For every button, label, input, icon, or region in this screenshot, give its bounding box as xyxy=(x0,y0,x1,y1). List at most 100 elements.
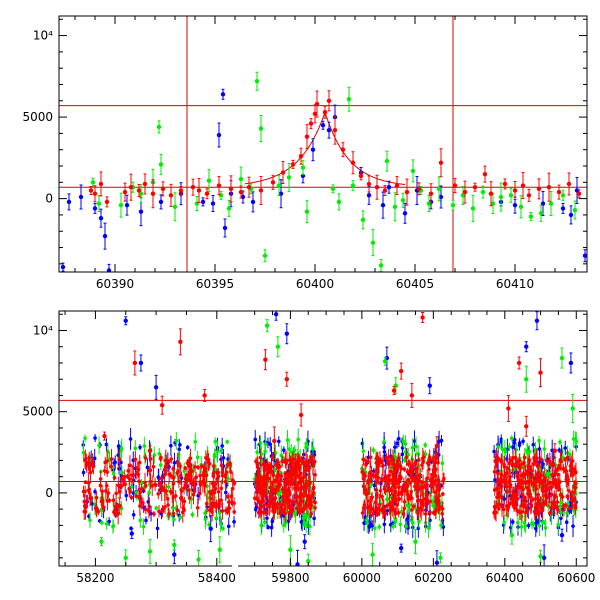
point-green xyxy=(330,186,336,192)
noise-point xyxy=(405,469,410,474)
point-red xyxy=(332,127,338,133)
noise-point xyxy=(166,485,171,489)
noise-point xyxy=(541,501,546,505)
noise-point xyxy=(178,473,183,478)
noise-point xyxy=(203,511,207,515)
noise-point xyxy=(506,466,510,471)
noise-point xyxy=(114,491,118,496)
noise-point xyxy=(426,525,431,530)
point-blue xyxy=(216,132,222,138)
noise-point xyxy=(437,506,441,510)
point-red xyxy=(358,173,364,178)
noise-point xyxy=(93,436,97,440)
point-red xyxy=(128,185,134,190)
noise-point xyxy=(561,504,566,509)
noise-point xyxy=(434,508,438,513)
point-green xyxy=(275,344,281,349)
noise-point xyxy=(402,483,406,487)
noise-point xyxy=(374,488,378,492)
noise-point xyxy=(144,518,148,523)
noise-point xyxy=(423,512,428,516)
noise-point xyxy=(496,477,500,481)
noise-point xyxy=(135,466,140,470)
noise-point xyxy=(553,472,558,476)
noise-point xyxy=(178,464,182,468)
point-green xyxy=(518,204,524,209)
noise-point xyxy=(530,469,534,473)
point-green xyxy=(410,168,416,174)
noise-point xyxy=(537,478,542,482)
noise-point xyxy=(266,525,270,530)
noise-point xyxy=(212,484,216,488)
noise-point xyxy=(167,512,171,516)
point-red xyxy=(136,188,142,193)
point-red xyxy=(526,193,532,198)
point-blue xyxy=(138,209,144,214)
noise-point xyxy=(263,488,267,493)
noise-point xyxy=(152,512,156,516)
noise-point xyxy=(441,492,445,496)
noise-point xyxy=(104,442,109,447)
noise-point xyxy=(298,478,303,483)
point-blue xyxy=(512,202,518,208)
noise-point xyxy=(290,472,295,476)
noise-point xyxy=(118,489,122,494)
point-red xyxy=(178,188,184,193)
noise-point xyxy=(157,509,161,514)
noise-point xyxy=(367,504,371,509)
point-red xyxy=(416,186,422,192)
noise-point xyxy=(185,445,190,450)
point-green xyxy=(559,355,565,361)
noise-point xyxy=(539,481,544,485)
point-green xyxy=(384,158,390,164)
y-tick-label: 5000 xyxy=(22,405,53,419)
noise-point xyxy=(525,485,529,490)
noise-point xyxy=(160,509,165,514)
noise-point xyxy=(380,460,384,465)
noise-point xyxy=(270,488,274,493)
point-green xyxy=(147,549,153,554)
noise-point xyxy=(432,504,436,509)
noise-point xyxy=(574,481,578,486)
noise-point xyxy=(219,463,224,468)
noise-point xyxy=(405,492,410,497)
noise-point xyxy=(311,490,316,495)
point-green xyxy=(524,377,529,382)
noise-point xyxy=(568,452,572,457)
noise-point xyxy=(174,439,179,443)
point-green xyxy=(258,126,264,131)
noise-point xyxy=(538,502,543,507)
noise-point xyxy=(492,488,497,492)
noise-point xyxy=(371,448,376,452)
noise-point xyxy=(264,482,269,487)
noise-point xyxy=(380,478,384,483)
noise-point xyxy=(287,510,292,515)
noise-point xyxy=(497,490,501,495)
noise-point xyxy=(282,490,286,494)
noise-point xyxy=(494,456,499,460)
noise-point xyxy=(410,508,414,512)
noise-point xyxy=(402,467,407,471)
noise-point xyxy=(117,457,122,462)
noise-point xyxy=(573,467,577,472)
noise-point xyxy=(107,519,111,524)
noise-point xyxy=(187,488,191,492)
noise-point xyxy=(104,489,108,493)
noise-point xyxy=(207,522,211,527)
noise-point xyxy=(421,480,425,485)
noise-point xyxy=(420,498,425,503)
noise-point xyxy=(302,506,306,511)
noise-point xyxy=(120,470,124,475)
noise-point xyxy=(198,483,203,487)
point-green xyxy=(460,193,466,198)
noise-point xyxy=(427,467,431,472)
noise-point xyxy=(263,493,268,498)
point-blue xyxy=(295,562,300,566)
noise-point xyxy=(263,449,267,454)
point-red xyxy=(452,183,458,188)
y-tick-label: 0 xyxy=(45,192,53,206)
noise-point xyxy=(193,439,198,444)
noise-point xyxy=(283,511,287,516)
noise-point xyxy=(226,500,231,504)
noise-point xyxy=(81,489,86,494)
